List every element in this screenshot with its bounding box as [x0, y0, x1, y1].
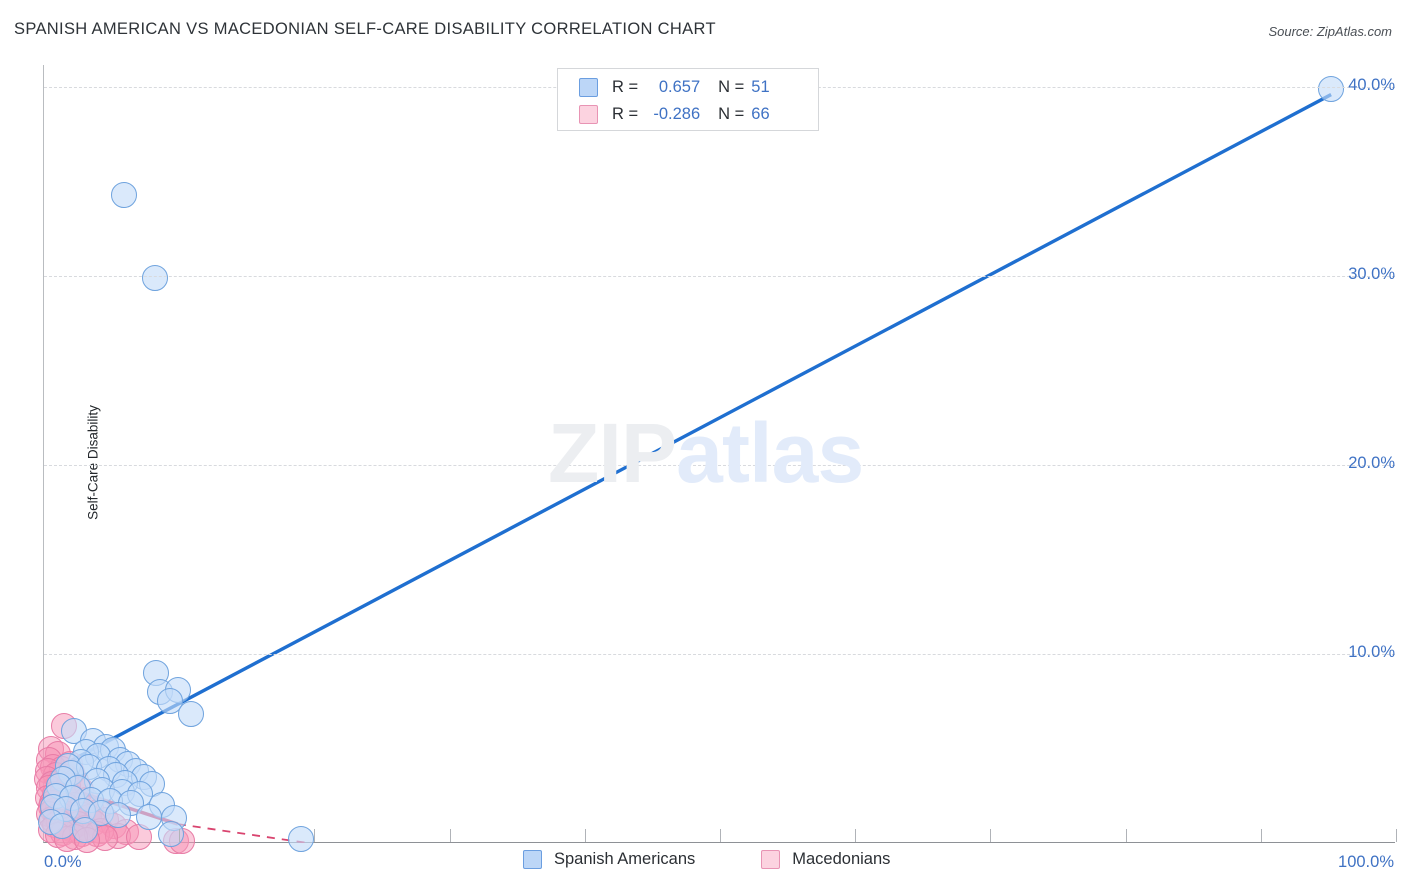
data-point — [287, 826, 314, 853]
page-title: SPANISH AMERICAN VS MACEDONIAN SELF-CARE… — [14, 20, 716, 38]
y-tick-label: 40.0% — [1348, 76, 1395, 94]
series-legend-label: Spanish Americans — [554, 850, 696, 868]
legend-swatch-icon — [579, 77, 598, 97]
n-label: N = — [718, 77, 745, 96]
n-value: 66 — [751, 104, 770, 123]
data-point — [105, 801, 132, 828]
data-point — [136, 803, 163, 830]
x-tick — [449, 829, 451, 842]
x-tick — [584, 829, 586, 842]
correlation-legend: R = 0.657 N = 51 R = -0.286 N = 66 — [557, 68, 819, 131]
r-label: R = — [612, 77, 639, 96]
x-tick — [1125, 829, 1127, 842]
data-point — [178, 701, 205, 728]
data-point — [1318, 75, 1345, 102]
x-tick — [855, 829, 857, 842]
source-attribution: Source: ZipAtlas.com — [1268, 24, 1392, 39]
n-value: 51 — [751, 77, 770, 96]
data-point — [110, 181, 137, 208]
data-point — [48, 812, 75, 839]
gridline-20 — [44, 465, 1395, 466]
correlation-row: R = 0.657 N = 51 — [558, 74, 818, 100]
series-legend-item[interactable]: Macedonians — [761, 850, 890, 869]
x-tick — [314, 829, 316, 842]
gridline-30 — [44, 276, 1395, 277]
data-point — [141, 264, 168, 291]
r-value: 0.657 — [658, 77, 701, 96]
series-swatch-icon — [523, 850, 542, 869]
gridline-10 — [44, 654, 1395, 655]
r-value: -0.286 — [653, 104, 701, 123]
correlation-row: R = -0.286 N = 66 — [558, 101, 818, 127]
scatter-points-layer — [33, 65, 1395, 855]
series-legend-label: Macedonians — [792, 850, 891, 868]
n-label: N = — [718, 104, 745, 123]
x-tick — [990, 829, 992, 842]
x-axis-max-label: 100.0% — [1338, 853, 1394, 871]
x-tick — [179, 829, 181, 842]
r-label: R = — [612, 104, 639, 123]
y-tick-label: 10.0% — [1348, 643, 1395, 661]
series-swatch-icon — [761, 850, 781, 869]
y-tick-label: 30.0% — [1348, 265, 1395, 283]
series-legend-item[interactable]: Spanish Americans — [523, 850, 695, 869]
y-tick-label: 20.0% — [1348, 454, 1395, 472]
x-axis-min-label: 0.0% — [44, 853, 82, 871]
x-tick — [1260, 829, 1262, 842]
data-point — [71, 816, 98, 843]
plot-area — [33, 65, 1397, 855]
x-tick — [1396, 829, 1397, 842]
legend-swatch-icon — [579, 104, 598, 124]
x-tick — [720, 829, 721, 842]
series-legend: Spanish Americans Macedonians — [523, 850, 956, 869]
